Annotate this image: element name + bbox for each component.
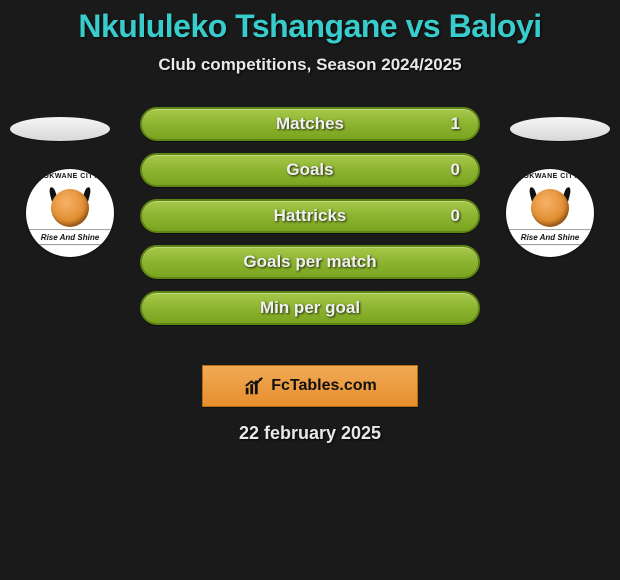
stat-label: Goals <box>286 160 333 180</box>
stat-value: 1 <box>451 114 460 134</box>
brand-text: FcTables.com <box>271 377 377 395</box>
badge-ribbon-text: Rise And Shine <box>41 233 100 242</box>
badge-ball-icon <box>51 189 89 227</box>
badge-circle: POLOKWANE CITY F.C Rise And Shine <box>506 169 594 257</box>
badge-ribbon-text: Rise And Shine <box>521 233 580 242</box>
badge-ball-icon <box>531 189 569 227</box>
page-title: Nkululeko Tshangane vs Baloyi <box>0 8 620 45</box>
infographic-root: Nkululeko Tshangane vs Baloyi Club compe… <box>0 0 620 580</box>
stat-bar-min-per-goal: Min per goal <box>140 291 480 325</box>
stat-bar-hattricks: Hattricks 0 <box>140 199 480 233</box>
stat-label: Hattricks <box>274 206 347 226</box>
footer-date: 22 february 2025 <box>0 423 620 444</box>
stat-label: Matches <box>276 114 344 134</box>
badge-top-text: POLOKWANE CITY F.C <box>506 173 594 180</box>
right-player-oval <box>510 117 610 141</box>
brand-chart-icon <box>243 375 265 397</box>
badge-ribbon: Rise And Shine <box>506 229 594 245</box>
stat-value: 0 <box>451 160 460 180</box>
badge-ribbon: Rise And Shine <box>26 229 114 245</box>
badge-top-text: POLOKWANE CITY F.C <box>26 173 114 180</box>
stat-label: Goals per match <box>243 252 376 272</box>
page-subtitle: Club competitions, Season 2024/2025 <box>0 55 620 75</box>
right-club-badge: POLOKWANE CITY F.C Rise And Shine <box>500 169 600 259</box>
stat-value: 0 <box>451 206 460 226</box>
stat-label: Min per goal <box>260 298 360 318</box>
stat-bar-matches: Matches 1 <box>140 107 480 141</box>
stat-bar-goals-per-match: Goals per match <box>140 245 480 279</box>
badge-circle: POLOKWANE CITY F.C Rise And Shine <box>26 169 114 257</box>
left-player-oval <box>10 117 110 141</box>
left-club-badge: POLOKWANE CITY F.C Rise And Shine <box>20 169 120 259</box>
stat-bars: Matches 1 Goals 0 Hattricks 0 Goals per … <box>140 107 480 337</box>
stat-bar-goals: Goals 0 <box>140 153 480 187</box>
brand-box: FcTables.com <box>202 365 418 407</box>
chart-area: POLOKWANE CITY F.C Rise And Shine POLOKW… <box>0 107 620 347</box>
